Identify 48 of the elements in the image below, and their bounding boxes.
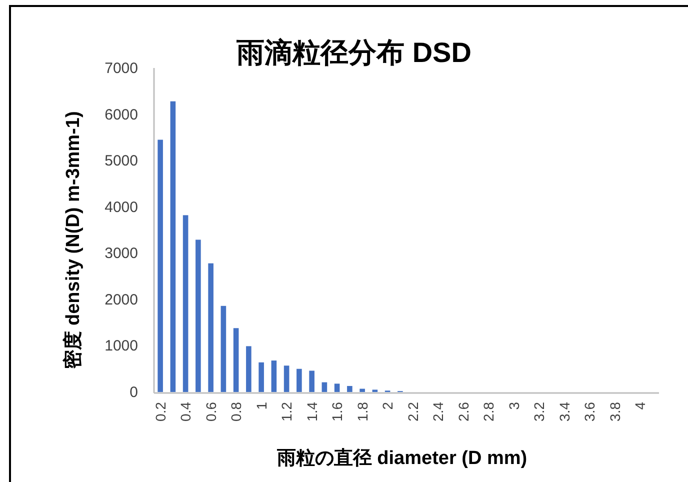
bar	[220, 306, 226, 392]
x-tick-label: 3.4	[556, 402, 572, 422]
x-tick-label: 1.4	[304, 402, 320, 422]
y-tick-label: 1000	[104, 338, 138, 355]
x-tick-label: 4	[632, 402, 648, 410]
bar	[158, 140, 163, 392]
x-tick-label: 1.6	[329, 402, 346, 422]
x-tick-label: 0.6	[202, 402, 219, 422]
bar	[284, 366, 290, 392]
bar	[322, 382, 328, 392]
x-axis-title: 雨粒の直径 diameter (D mm)	[276, 447, 528, 469]
bar	[246, 346, 252, 392]
bar	[196, 240, 201, 392]
bar	[170, 101, 176, 392]
x-tick-label: 2.2	[404, 402, 421, 422]
x-tick-label: 1.2	[278, 402, 295, 422]
bar	[309, 370, 314, 392]
y-tick-label: 7000	[104, 60, 138, 77]
x-tick-label: 3.6	[582, 402, 598, 422]
bar	[360, 388, 365, 392]
y-axis-title: 密度 density (N(D) m-3mm-1)	[62, 111, 84, 369]
bar	[334, 384, 340, 392]
y-tick-label: 3000	[104, 245, 138, 262]
x-tick-label: 0.4	[178, 402, 194, 422]
y-tick-label: 2000	[104, 291, 138, 308]
x-tick-label: 0.2	[152, 402, 168, 422]
y-tick-label: 0	[130, 384, 138, 401]
x-tick-label: 3.2	[531, 402, 548, 422]
bar	[271, 360, 277, 392]
x-tick-label: 0.8	[228, 402, 244, 422]
bar	[347, 386, 352, 392]
bar	[258, 362, 264, 392]
x-tick-label: 2	[380, 402, 396, 410]
bar	[233, 328, 239, 392]
x-tick-label: 2.8	[480, 402, 497, 422]
bar	[296, 368, 302, 392]
bar	[182, 215, 188, 392]
y-tick-label: 5000	[104, 152, 138, 170]
chart-title: 雨滴粒径分布 DSD	[236, 37, 472, 68]
x-tick-label: 3	[506, 402, 522, 410]
bar	[208, 263, 214, 392]
y-tick-label: 6000	[104, 106, 138, 124]
x-tick-label: 1	[253, 402, 270, 410]
x-tick-label: 3.8	[606, 402, 623, 422]
x-tick-label: 1.8	[354, 402, 370, 422]
x-tick-label: 2.4	[430, 402, 446, 422]
y-tick-label: 4000	[104, 198, 138, 216]
x-tick-label: 2.6	[455, 402, 472, 422]
